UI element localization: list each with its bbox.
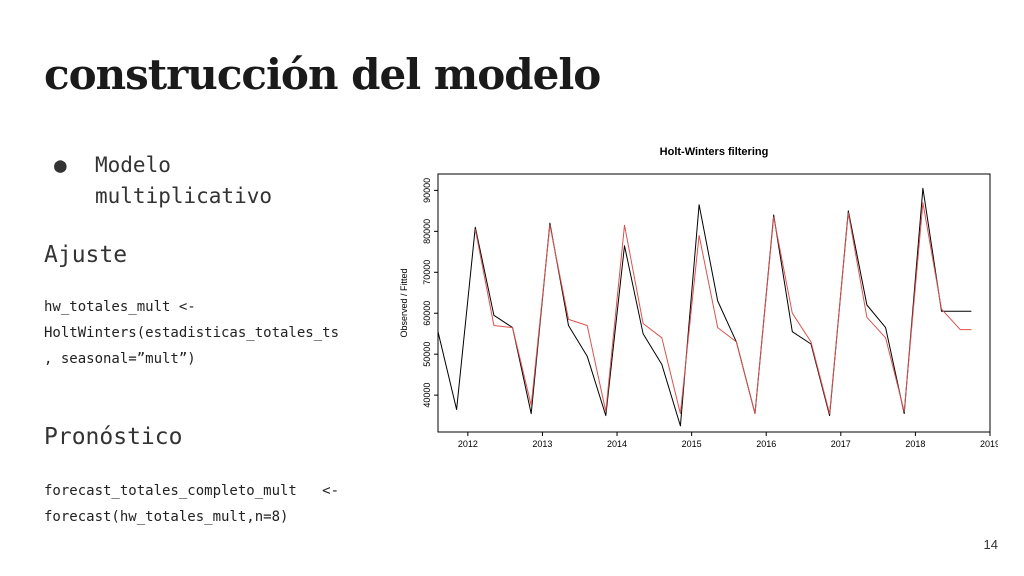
code-forecast-line-1: forecast_totales_completo_mult <- bbox=[44, 483, 340, 499]
page-number: 14 bbox=[983, 537, 998, 552]
y-tick-label-80000: 80000 bbox=[422, 219, 432, 244]
x-tick-label-2012: 2012 bbox=[458, 439, 478, 449]
x-tick-label-2019: 2019 bbox=[980, 439, 998, 449]
section-heading-forecast: Pronóstico bbox=[44, 424, 183, 450]
x-tick-label-2018: 2018 bbox=[905, 439, 925, 449]
y-tick-label-60000: 60000 bbox=[422, 301, 432, 326]
series-line-fitted bbox=[474, 202, 972, 415]
x-tick-label-2013: 2013 bbox=[532, 439, 552, 449]
chart-svg: Holt-Winters filtering Observed / Fitted 2… bbox=[399, 146, 998, 449]
y-tick-label-70000: 70000 bbox=[422, 260, 432, 285]
chart-title: Holt-Winters filtering bbox=[660, 146, 769, 158]
y-axis-label: Observed / Fitted bbox=[399, 268, 409, 337]
holt-winters-chart: Holt-Winters filtering Observed / Fitted 2… bbox=[398, 140, 998, 460]
series-line-observed bbox=[437, 187, 972, 427]
plot-frame bbox=[437, 173, 991, 433]
code-forecast-line-2: forecast(hw_totales_mult,n=8) bbox=[44, 509, 289, 525]
y-tick-label-50000: 50000 bbox=[422, 342, 432, 367]
code-forecast: forecast_totales_completo_mult <- foreca… bbox=[44, 478, 339, 530]
x-tick-label-2014: 2014 bbox=[607, 439, 627, 449]
y-tick-label-40000: 40000 bbox=[422, 383, 432, 408]
slide-title: construcción del modelo bbox=[44, 50, 601, 99]
code-fit-line-1: hw_totales_mult <- bbox=[44, 299, 196, 315]
code-fit: hw_totales_mult <- HoltWinters(estadisti… bbox=[44, 294, 339, 372]
code-fit-line-3: , seasonal=”mult”) bbox=[44, 351, 196, 367]
bullet-dot-icon: ● bbox=[54, 153, 67, 177]
x-tick-label-2015: 2015 bbox=[682, 439, 702, 449]
y-tick-label-90000: 90000 bbox=[422, 178, 432, 203]
x-tick-label-2017: 2017 bbox=[831, 439, 851, 449]
section-heading-fit: Ajuste bbox=[44, 242, 128, 268]
x-tick-label-2016: 2016 bbox=[756, 439, 776, 449]
code-fit-line-2: HoltWinters(estadisticas_totales_ts bbox=[44, 325, 340, 341]
bullet-text: Modelo multiplicativo bbox=[95, 153, 273, 208]
